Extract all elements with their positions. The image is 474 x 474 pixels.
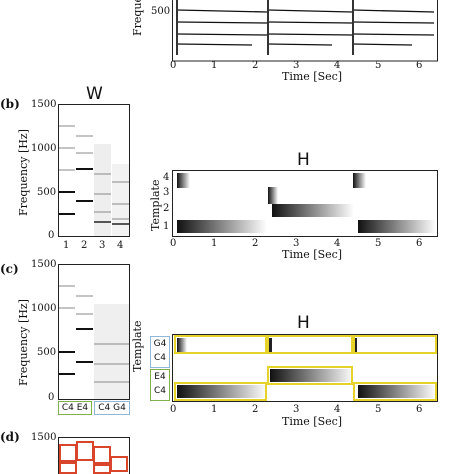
panel-b-w-ytick-500: 500 bbox=[37, 187, 57, 198]
panel-b-letter: (b) bbox=[0, 97, 20, 111]
panel-b-w-xtick-2: 2 bbox=[81, 240, 88, 251]
panel-c-letter: (c) bbox=[0, 262, 19, 276]
top-xlabel: Time [Sec] bbox=[282, 70, 343, 83]
panel-c-w-ytick-1000: 1000 bbox=[31, 303, 57, 314]
panel-b-w-title: W bbox=[86, 84, 103, 104]
panel-b-w-xtick-1: 1 bbox=[63, 240, 70, 251]
panel-b-h-xtick-4: 4 bbox=[334, 238, 341, 249]
panel-b-h-ytick-2: 2 bbox=[163, 203, 170, 214]
top-ytick-500: 500 bbox=[151, 6, 171, 17]
panel-c-h-tag-e4: E4 bbox=[154, 372, 166, 382]
panel-c-w-tag-c4-b: C4 bbox=[98, 403, 111, 413]
panel-d-letter: (d) bbox=[0, 430, 20, 444]
panel-b-h-ytick-1: 1 bbox=[163, 221, 170, 232]
panel-c-h-xtick-1: 1 bbox=[211, 404, 218, 415]
panel-d-w-ytick-1500: 1500 bbox=[31, 432, 57, 443]
panel-b-h-ylabel: Template bbox=[149, 179, 162, 231]
panel-c-h-group-blue: G4 C4 bbox=[150, 336, 170, 368]
top-xtick-4: 4 bbox=[334, 60, 341, 71]
top-xtick-5: 5 bbox=[375, 60, 382, 71]
panel-c-h-title: H bbox=[297, 313, 310, 333]
panel-b-w-ytick-1000: 1000 bbox=[31, 143, 57, 154]
panel-b-w-xtick-3: 3 bbox=[99, 240, 106, 251]
panel-b-w-ylabel: Frequency [Hz] bbox=[17, 129, 30, 216]
panel-b-w-matrix bbox=[58, 104, 130, 237]
panel-b-h-xtick-3: 3 bbox=[293, 238, 300, 249]
panel-b-w-xtick-4: 4 bbox=[117, 240, 124, 251]
panel-b-h-xlabel: Time [Sec] bbox=[282, 248, 343, 261]
panel-c-h-matrix bbox=[172, 334, 438, 402]
panel-b-h-title: H bbox=[297, 150, 310, 170]
panel-c-h-group-green: E4 C4 bbox=[150, 369, 170, 401]
top-xtick-6: 6 bbox=[416, 60, 423, 71]
panel-c-w-tag-c4: C4 bbox=[61, 403, 74, 413]
panel-c-w-group-blue: C4 G4 bbox=[94, 401, 130, 415]
panel-c-w-matrix bbox=[58, 264, 130, 400]
panel-c-h-xtick-4: 4 bbox=[334, 404, 341, 415]
panel-c-w-tag-e4: E4 bbox=[76, 403, 89, 413]
panel-c-h-xlabel: Time [Sec] bbox=[282, 415, 343, 428]
panel-b-h-xtick-2: 2 bbox=[252, 238, 259, 249]
panel-c-w-tag-g4: G4 bbox=[113, 403, 126, 413]
panel-c-h-xtick-6: 6 bbox=[416, 404, 423, 415]
panel-d-w-matrix bbox=[58, 437, 130, 474]
top-xtick-3: 3 bbox=[293, 60, 300, 71]
top-ylabel: Freque bbox=[131, 0, 144, 36]
panel-b-w-ytick-1500: 1500 bbox=[31, 99, 57, 110]
top-xtick-2: 2 bbox=[252, 60, 259, 71]
panel-c-h-tag-g4: G4 bbox=[153, 339, 167, 349]
panel-c-w-ytick-0: 0 bbox=[48, 392, 55, 403]
panel-b-h-ytick-3: 3 bbox=[163, 187, 170, 198]
panel-c-h-xtick-0: 0 bbox=[170, 404, 177, 415]
panel-b-h-xtick-6: 6 bbox=[416, 238, 423, 249]
panel-b-h-xtick-1: 1 bbox=[211, 238, 218, 249]
panel-c-h-xtick-2: 2 bbox=[252, 404, 259, 415]
panel-b-h-xtick-0: 0 bbox=[170, 238, 177, 249]
panel-c-w-ytick-500: 500 bbox=[37, 347, 57, 358]
panel-c-h-ylabel: Template bbox=[131, 320, 144, 372]
panel-b-h-xtick-5: 5 bbox=[375, 238, 382, 249]
top-xtick-0: 0 bbox=[170, 60, 177, 71]
panel-c-w-group-green: C4 E4 bbox=[58, 401, 92, 415]
top-spectrogram bbox=[172, 0, 438, 62]
panel-c-w-ylabel: Frequency [Hz] bbox=[17, 299, 30, 386]
panel-b-w-ytick-0: 0 bbox=[48, 230, 55, 241]
panel-c-h-xtick-3: 3 bbox=[293, 404, 300, 415]
top-xtick-1: 1 bbox=[211, 60, 218, 71]
panel-c-h-tag-c4: C4 bbox=[153, 353, 166, 363]
panel-c-h-tag-c4-b: C4 bbox=[153, 386, 166, 396]
panel-c-h-xtick-5: 5 bbox=[375, 404, 382, 415]
panel-b-h-ytick-4: 4 bbox=[163, 172, 170, 183]
panel-c-w-ytick-1500: 1500 bbox=[31, 259, 57, 270]
panel-b-h-matrix bbox=[172, 170, 438, 237]
